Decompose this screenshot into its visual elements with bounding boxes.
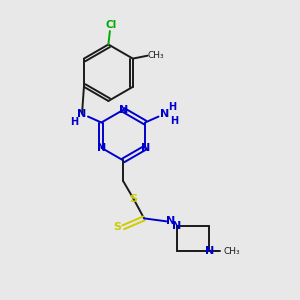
Text: H: H xyxy=(168,102,176,112)
Text: S: S xyxy=(113,222,121,232)
Text: N: N xyxy=(160,109,169,118)
Text: S: S xyxy=(130,194,138,204)
Text: N: N xyxy=(77,109,87,118)
Text: N: N xyxy=(172,221,182,231)
Text: H: H xyxy=(70,117,78,127)
Text: N: N xyxy=(118,105,128,115)
Text: N: N xyxy=(140,143,150,153)
Text: N: N xyxy=(205,246,214,256)
Text: H: H xyxy=(170,116,178,126)
Text: N: N xyxy=(97,143,106,153)
Text: Cl: Cl xyxy=(106,20,117,30)
Text: CH₃: CH₃ xyxy=(148,51,164,60)
Text: CH₃: CH₃ xyxy=(224,247,240,256)
Text: N: N xyxy=(166,216,176,226)
